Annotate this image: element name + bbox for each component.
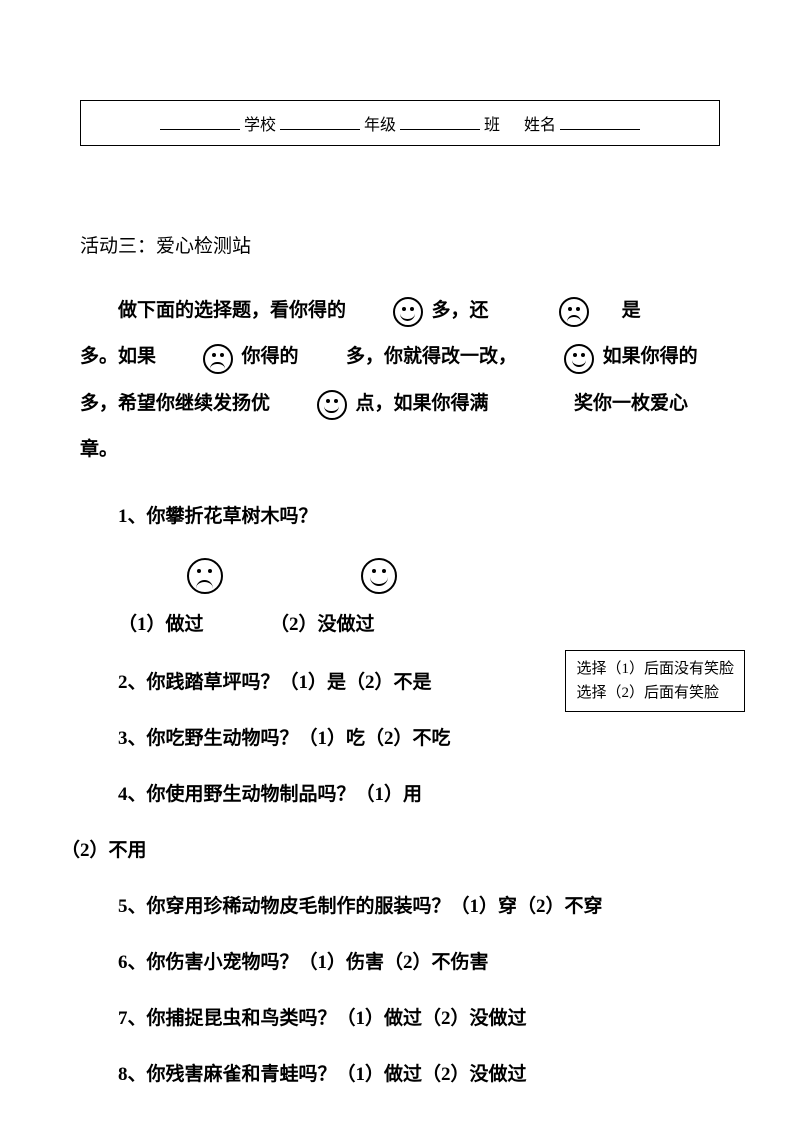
header-form-box: 学校 年级 班 姓名 [80,100,720,146]
q-num: 5 [118,896,128,917]
intro-text: 如果你得的 [603,346,698,367]
q-text: 、你捕捉昆虫和鸟类吗？（1）做过（2）没做过 [128,1008,527,1029]
smile-icon [361,558,397,594]
question-3: 3、你吃野生动物吗？（1）吃（2）不吃 [80,720,720,758]
intro-text: 做下面的选择题，看你得的 [118,300,346,321]
label-grade: 年级 [364,117,396,134]
class-blank[interactable] [400,114,480,130]
question-7: 7、你捕捉昆虫和鸟类吗？（1）做过（2）没做过 [80,1000,720,1038]
q-text: 、你使用野生动物制品吗？（1）用 [128,784,423,805]
question-1: 1、你攀折花草树木吗？ [80,498,720,536]
q1-face-row [80,554,720,604]
note-line-2: 选择（2）后面有笑脸 [576,681,734,705]
intro-text: 你得的 [242,346,299,367]
sad-icon [203,344,233,374]
intro-text: 是 [622,300,641,321]
smile-icon [393,297,423,327]
q1-opt-a[interactable]: （1）做过 [118,614,204,635]
note-line-1: 选择（1）后面没有笑脸 [576,657,734,681]
question-5: 5、你穿用珍稀动物皮毛制作的服装吗？（1）穿（2）不穿 [80,888,720,926]
q-num: 2 [118,672,128,693]
question-4-cont: （2）不用 [61,832,720,870]
question-6: 6、你伤害小宠物吗？（1）伤害（2）不伤害 [80,944,720,982]
label-name: 姓名 [524,117,556,134]
grade-blank[interactable] [280,114,360,130]
q-num: 3 [118,728,128,749]
intro-text: 多。如果 [80,346,156,367]
smile-icon [317,390,347,420]
label-class: 班 [484,117,500,134]
q-num: 8 [118,1064,128,1085]
intro-text: 多，还 [432,300,489,321]
label-school: 学校 [244,117,276,134]
q-num: 4 [118,784,128,805]
q-text: 、你吃野生动物吗？（1）吃（2）不吃 [128,728,451,749]
activity-title: 活动三：爱心检测站 [80,226,720,268]
sad-icon [559,297,589,327]
q-text: 、你伤害小宠物吗？（1）伤害（2）不伤害 [128,952,489,973]
q1-options: （1）做过 （2）没做过 [80,604,720,646]
q1-opt-b[interactable]: （2）没做过 [270,614,375,635]
q-num: 7 [118,1008,128,1029]
q-text: 、你攀折花草树木吗？ [128,506,318,527]
smile-icon [564,344,594,374]
q-text: 、你穿用珍稀动物皮毛制作的服装吗？（1）穿（2）不穿 [128,896,603,917]
q-num: 6 [118,952,128,973]
name-blank[interactable] [560,114,640,130]
question-8: 8、你残害麻雀和青蛙吗？（1）做过（2）没做过 [80,1056,720,1094]
intro-paragraph: 做下面的选择题，看你得的 多，还 是 多。如果 你得的 多，你就得改一改， 如果… [80,288,720,473]
intro-text: 多，希望你继续发扬优 [80,393,270,414]
q-num: 1 [118,506,128,527]
intro-text: 点，如果你得满 [356,393,489,414]
school-blank[interactable] [160,114,240,130]
intro-text: 多，你就得改一改， [346,346,517,367]
question-4: 4、你使用野生动物制品吗？（1）用 [80,776,720,814]
note-box: 选择（1）后面没有笑脸 选择（2）后面有笑脸 [565,650,745,712]
q-text: 、你残害麻雀和青蛙吗？（1）做过（2）没做过 [128,1064,527,1085]
q-text: 、你践踏草坪吗？（1）是（2）不是 [128,672,432,693]
q4-cont: （2）不用 [61,840,147,861]
sad-icon [187,558,223,594]
